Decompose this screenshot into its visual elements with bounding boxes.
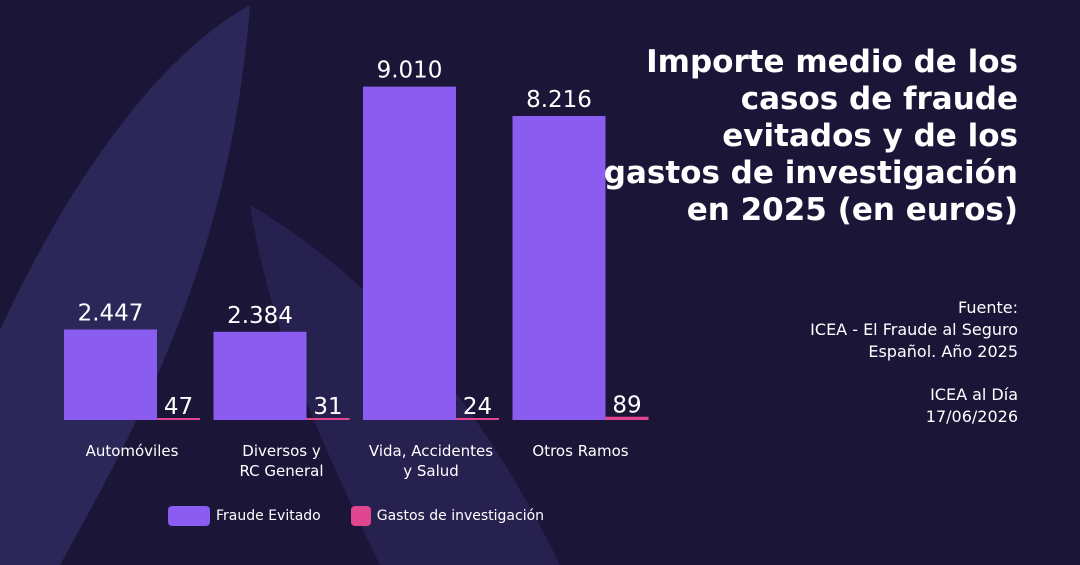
category-label-1-line-1: RC General bbox=[239, 462, 324, 480]
legend-swatch-gastos bbox=[350, 506, 371, 526]
legend: Fraude Evitado Gastos de investigación bbox=[168, 506, 574, 526]
bar-gastos-0 bbox=[157, 418, 200, 420]
category-label-1-line-0: Diversos y bbox=[242, 442, 321, 460]
value-label-fraude-3: 8.216 bbox=[526, 87, 592, 113]
bar-fraude-1 bbox=[213, 331, 307, 420]
credit-publication: ICEA al Día bbox=[930, 385, 1018, 404]
value-label-gastos-1: 31 bbox=[313, 394, 342, 420]
value-label-gastos-0: 47 bbox=[164, 394, 193, 420]
legend-item-gastos: Gastos de investigación bbox=[350, 506, 545, 526]
bar-fraude-2 bbox=[363, 86, 456, 420]
value-label-fraude-1: 2.384 bbox=[227, 303, 293, 329]
credit-date: 17/06/2026 bbox=[925, 407, 1018, 426]
category-label-2: Vida, Accidentes y Salud bbox=[356, 441, 506, 481]
value-label-fraude-0: 2.447 bbox=[78, 300, 144, 326]
value-label-fraude-2: 9.010 bbox=[377, 58, 443, 84]
credit-block: ICEA al Día 17/06/2026 bbox=[658, 384, 1018, 428]
legend-swatch-fraude bbox=[168, 506, 210, 526]
legend-label-fraude: Fraude Evitado bbox=[216, 508, 321, 524]
chart-title: Importe medio de los casos de fraude evi… bbox=[603, 44, 1018, 228]
source-block: Fuente: ICEA - El Fraude al Seguro Españ… bbox=[658, 297, 1018, 363]
legend-label-gastos: Gastos de investigación bbox=[376, 508, 545, 524]
bar-fraude-3 bbox=[512, 116, 606, 421]
category-label-3-line-0: Otros Ramos bbox=[532, 442, 629, 460]
legend-item-fraude: Fraude Evitado bbox=[168, 506, 321, 526]
value-label-gastos-3: 89 bbox=[612, 393, 641, 419]
category-label-0-line-0: Automóviles bbox=[85, 442, 179, 460]
category-label-2-line-0: Vida, Accidentes bbox=[368, 442, 494, 460]
value-labels-layer: 2.447 47 2.384 31 9.010 24 8.216 89 bbox=[78, 58, 642, 420]
category-label-3: Otros Ramos bbox=[506, 441, 656, 461]
category-label-1: Diversos y RC General bbox=[207, 441, 357, 481]
bar-gastos-1 bbox=[306, 418, 350, 420]
bar-gastos-3 bbox=[605, 416, 649, 420]
source-label: Fuente: bbox=[958, 298, 1018, 317]
value-label-gastos-2: 24 bbox=[463, 394, 492, 420]
leaf-shape-top bbox=[0, 5, 250, 565]
bar-fraude-0 bbox=[64, 329, 157, 420]
category-label-2-line-1: y Salud bbox=[403, 462, 459, 480]
source-year: Español. Año 2025 bbox=[868, 342, 1018, 361]
category-label-0: Automóviles bbox=[57, 441, 207, 461]
bar-gastos-2 bbox=[456, 418, 499, 420]
source-name: ICEA - El Fraude al Seguro bbox=[810, 320, 1018, 339]
bars-layer bbox=[64, 86, 649, 421]
